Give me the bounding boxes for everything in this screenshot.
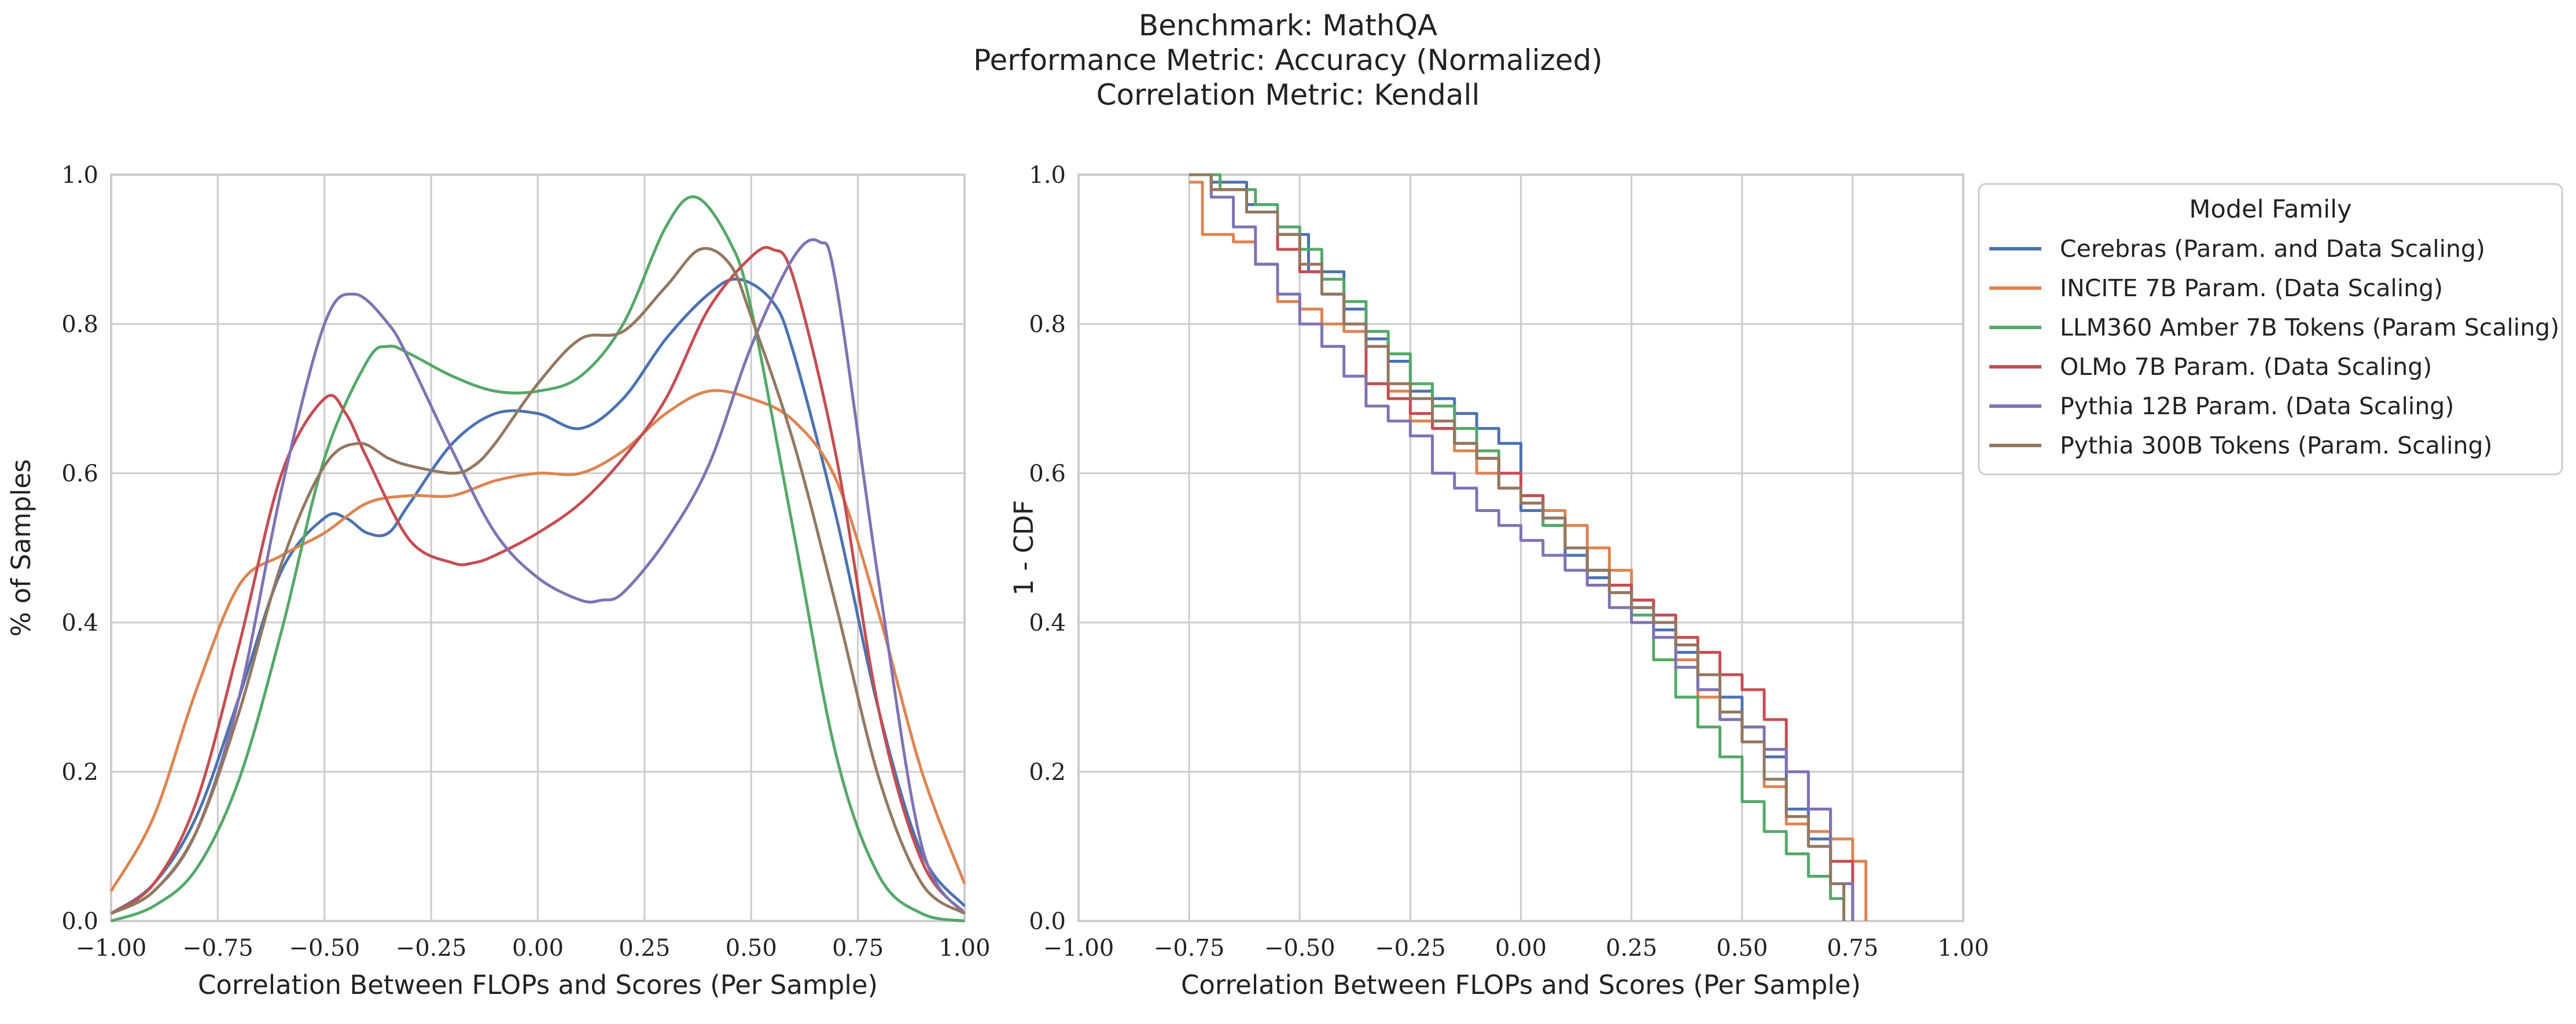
y-tick-label: 0.0 — [61, 908, 98, 935]
y-tick-label: 0.6 — [1029, 461, 1066, 487]
series-line-incite — [109, 389, 966, 892]
x-tick-label: −1.00 — [1043, 935, 1114, 962]
series-line-pythia300b — [110, 246, 966, 915]
series-line-pythia300b — [1189, 173, 1846, 921]
legend-label-pythia12b: Pythia 12B Param. (Data Scaling) — [2060, 392, 2454, 420]
y-tick-label: 1.0 — [61, 162, 98, 189]
y-tick-label: 0.8 — [61, 311, 98, 338]
x-tick-label: 0.75 — [1827, 935, 1878, 962]
series-line-llm360 — [111, 195, 965, 923]
legend-label-pythia300b: Pythia 300B Tokens (Param. Scaling) — [2060, 432, 2493, 459]
x-tick-label: −1.00 — [76, 935, 147, 962]
x-tick-label: −0.50 — [289, 935, 360, 962]
x-tick-label: 1.00 — [939, 935, 990, 962]
y-tick-label: 0.2 — [1029, 759, 1066, 786]
series-line-pythia12b — [110, 238, 966, 915]
legend-label-olmo: OLMo 7B Param. (Data Scaling) — [2060, 353, 2432, 381]
y-tick-label: 0.2 — [61, 759, 98, 786]
series-line-cerebras — [110, 277, 966, 915]
title-line-correlation-metric: Correlation Metric: Kendall — [1096, 78, 1480, 112]
legend: Model Family Cerebras (Param. and Data Sc… — [1978, 183, 2563, 476]
x-tick-label: −0.25 — [396, 935, 467, 962]
legend-label-cerebras: Cerebras (Param. and Data Scaling) — [2060, 235, 2485, 263]
x-axis-label: Correlation Between FLOPs and Scores (Pe… — [198, 970, 878, 1000]
x-tick-label: 0.75 — [832, 935, 884, 962]
legend-label-incite: INCITE 7B Param. (Data Scaling) — [2060, 274, 2443, 302]
figure-title: Benchmark: MathQA Performance Metric: Ac… — [0, 8, 2576, 112]
series-line-olmo — [110, 246, 966, 915]
density-panel: −1.00 −0.75 −0.50 −0.25 0.00 0.25 0.50 0.75 1.00… — [6, 162, 991, 1000]
x-tick-label: 0.25 — [619, 935, 670, 962]
legend-box — [1978, 183, 2563, 476]
y-tick-label: 0.4 — [61, 610, 98, 636]
title-line-benchmark: Benchmark: MathQA — [1138, 9, 1438, 42]
x-tick-label: 1.00 — [1937, 935, 1989, 962]
x-tick-label: −0.75 — [182, 935, 253, 962]
y-axis-label: 1 - CDF — [1009, 500, 1039, 595]
legend-label-llm360: LLM360 Amber 7B Tokens (Param Scaling) — [2060, 314, 2559, 341]
x-tick-label: 0.00 — [1495, 935, 1547, 962]
x-tick-label: −0.25 — [1375, 935, 1446, 962]
x-tick-label: 0.50 — [1716, 935, 1768, 962]
legend-title: Model Family — [2189, 195, 2351, 224]
x-tick-label: −0.75 — [1154, 935, 1225, 962]
plot-frame — [110, 174, 966, 922]
y-tick-label: 0.0 — [1029, 908, 1066, 935]
y-tick-label: 1.0 — [1029, 162, 1066, 189]
plot-frame — [1077, 174, 1964, 922]
x-tick-label: −0.50 — [1264, 935, 1335, 962]
series-line-llm360 — [1189, 173, 1846, 921]
cdf-panel: −1.00 −0.75 −0.50 −0.25 0.00 0.25 0.50 0.75 1.00… — [1009, 162, 1989, 1000]
x-tick-label: 0.00 — [512, 935, 564, 962]
x-tick-label: 0.25 — [1606, 935, 1657, 962]
y-tick-label: 0.4 — [1029, 610, 1066, 636]
x-tick-label: 0.50 — [726, 935, 777, 962]
x-axis-label: Correlation Between FLOPs and Scores (Pe… — [1181, 970, 1861, 1000]
y-axis-label: % of Samples — [6, 459, 36, 637]
y-tick-label: 0.6 — [61, 461, 98, 487]
y-tick-label: 0.8 — [1029, 311, 1066, 338]
title-line-performance-metric: Performance Metric: Accuracy (Normalized… — [973, 43, 1603, 77]
